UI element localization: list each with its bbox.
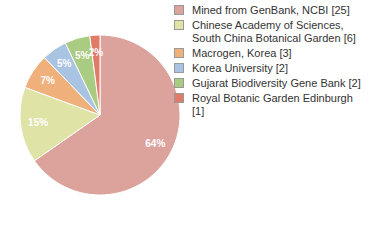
html-text:Macrogen, Korea [3]: Macrogen, Korea [3] <box>192 47 292 59</box>
html-text:Mined from GenBank, NCBI [25]: Mined from GenBank, NCBI [25] <box>192 4 350 16</box>
svg-text:7%: 7% <box>40 75 55 86</box>
svg-text:2%: 2% <box>89 47 104 58</box>
html-text:Gujarat Biodiversity Gene Bank: Gujarat Biodiversity Gene Bank [2] <box>192 77 361 89</box>
svg-text:64%: 64% <box>145 138 165 149</box>
html-text:Royal Botanic Garden Edinburgh: Royal Botanic Garden Edinburgh [1] <box>192 92 353 117</box>
svg-text:5%: 5% <box>57 58 72 69</box>
html-text:Chinese Academy of Sciences, S: Chinese Academy of Sciences, South China… <box>192 19 356 44</box>
svg-text:15%: 15% <box>28 117 48 128</box>
svg-text:5%: 5% <box>75 50 90 61</box>
html-text:Korea University [2]: Korea University [2] <box>192 62 288 74</box>
